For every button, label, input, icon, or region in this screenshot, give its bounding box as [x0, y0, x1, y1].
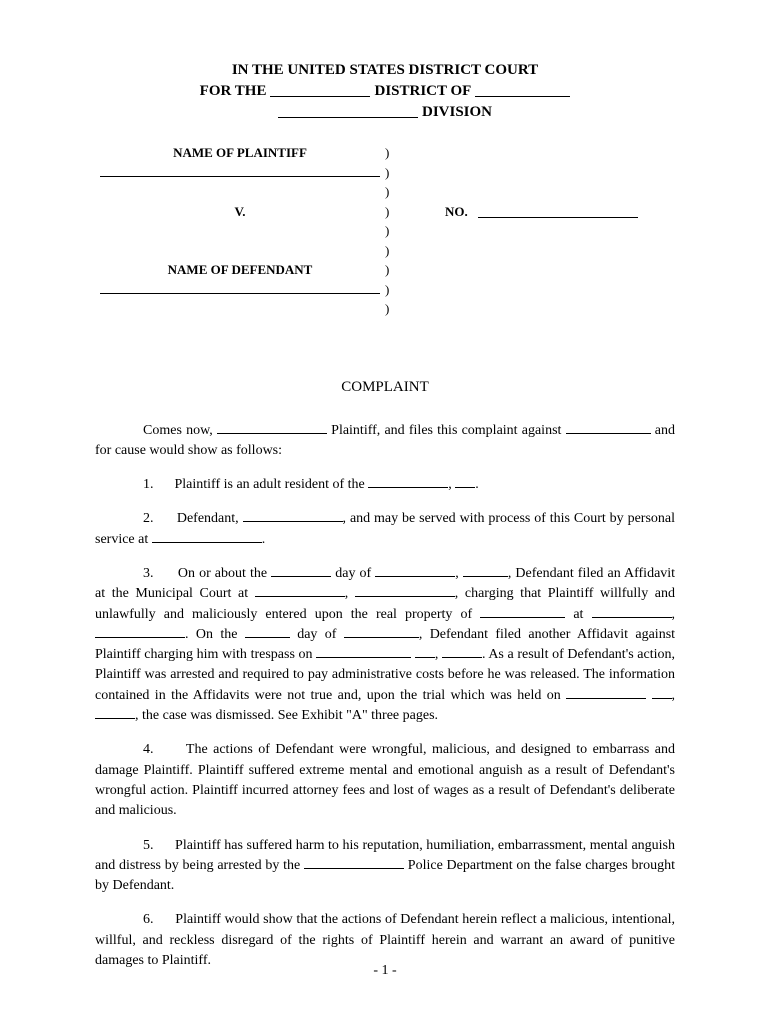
blank-residence-city[interactable] — [368, 487, 448, 488]
defendant-label: NAME OF DEFENDANT — [95, 260, 385, 280]
blank-court-state[interactable] — [355, 596, 455, 597]
case-caption: NAME OF PLAINTIFF ) ) ) V. ) NO. ) ) NAM… — [95, 143, 675, 319]
blank-trial-3[interactable] — [95, 718, 135, 719]
blank-district-2[interactable] — [475, 83, 570, 97]
case-number-label: NO. — [445, 204, 468, 219]
plaintiff-label: NAME OF PLAINTIFF — [95, 143, 385, 163]
blank-trespass-1[interactable] — [316, 657, 411, 658]
court-header: IN THE UNITED STATES DISTRICT COURT FOR … — [95, 60, 675, 123]
header-line-3: DIVISION — [95, 102, 675, 123]
header-line-2: FOR THE DISTRICT OF — [95, 81, 675, 102]
paragraph-2: 2. Defendant, , and may be served with p… — [95, 509, 675, 550]
blank-property-owner[interactable] — [480, 617, 565, 618]
blank-defendant-name-2[interactable] — [243, 521, 343, 522]
blank-district-1[interactable] — [270, 83, 370, 97]
blank-day[interactable] — [271, 576, 331, 577]
versus-label: V. — [95, 202, 385, 222]
paragraph-1: 1. Plaintiff is an adult resident of the… — [95, 475, 675, 495]
plaintiff-name-blank[interactable] — [100, 163, 380, 177]
case-number-blank[interactable] — [478, 204, 638, 218]
blank-property-addr-2[interactable] — [95, 637, 185, 638]
blank-property-addr-1[interactable] — [592, 617, 672, 618]
blank-trial-2[interactable] — [652, 698, 672, 699]
blank-plaintiff-name[interactable] — [217, 433, 327, 434]
complaint-body: Comes now, Plaintiff, and files this com… — [95, 421, 675, 972]
defendant-name-blank[interactable] — [100, 280, 380, 294]
blank-trial-1[interactable] — [566, 698, 646, 699]
blank-defendant-name[interactable] — [566, 433, 651, 434]
blank-police-dept[interactable] — [304, 868, 404, 869]
paragraph-4: 4. The actions of Defendant were wrongfu… — [95, 740, 675, 821]
intro-paragraph: Comes now, Plaintiff, and files this com… — [95, 421, 675, 462]
blank-day-2[interactable] — [245, 637, 290, 638]
document-title: COMPLAINT — [95, 379, 675, 396]
blank-trespass-2[interactable] — [415, 657, 435, 658]
blank-court-city[interactable] — [255, 596, 345, 597]
blank-residence-state[interactable] — [455, 487, 475, 488]
page-number: - 1 - — [0, 963, 770, 979]
blank-trespass-3[interactable] — [442, 657, 482, 658]
blank-year[interactable] — [463, 576, 508, 577]
blank-month-2[interactable] — [344, 637, 419, 638]
blank-service-address[interactable] — [152, 542, 262, 543]
paragraph-5: 5. Plaintiff has suffered harm to his re… — [95, 836, 675, 897]
blank-division[interactable] — [278, 104, 418, 118]
paragraph-3: 3. On or about the day of , , Defendant … — [95, 564, 675, 726]
header-line-1: IN THE UNITED STATES DISTRICT COURT — [95, 60, 675, 81]
blank-month[interactable] — [375, 576, 455, 577]
